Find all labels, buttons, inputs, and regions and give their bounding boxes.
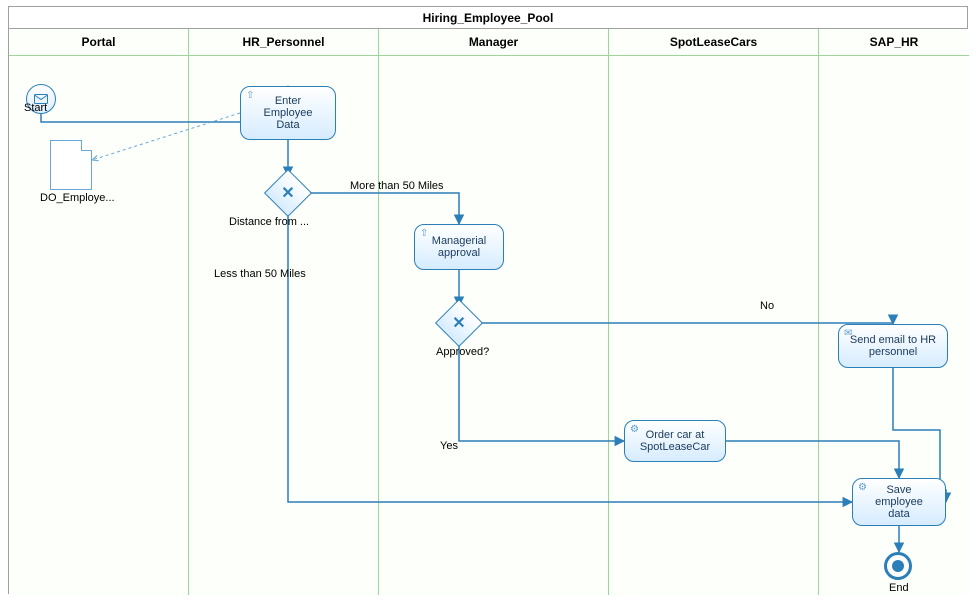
task-label: Save employee data bbox=[875, 484, 923, 520]
lane-header: SAP_HR bbox=[819, 29, 969, 56]
task-order_car: Order car at SpotLeaseCar⚙ bbox=[624, 420, 726, 462]
service-icon: ⚙ bbox=[858, 482, 867, 493]
task-enter_data: Enter Employee Data ⇧ bbox=[240, 86, 336, 140]
start-label: Start bbox=[24, 102, 47, 114]
gateway-label: Approved? bbox=[436, 346, 489, 358]
edge-label: More than 50 Miles bbox=[350, 180, 444, 192]
user-icon: ⇧ bbox=[246, 90, 254, 101]
pool: Hiring_Employee_Pool PortalHR_PersonnelM… bbox=[8, 6, 968, 594]
task-send_email: Send email to HR personnel✉ bbox=[838, 324, 948, 368]
task-save_data: Save employee data ⚙ bbox=[852, 478, 946, 526]
task-label: Order car at SpotLeaseCar bbox=[640, 429, 710, 453]
service-icon: ⚙ bbox=[630, 424, 639, 435]
end-event bbox=[884, 552, 912, 580]
lane-header: Manager bbox=[379, 29, 608, 56]
task-label: Managerial approval bbox=[432, 235, 486, 259]
pool-title: Hiring_Employee_Pool bbox=[9, 7, 967, 29]
gateway-label: Distance from ... bbox=[229, 216, 309, 228]
edge-label: Yes bbox=[440, 440, 458, 452]
edge-label: No bbox=[760, 300, 774, 312]
lane-header: Portal bbox=[9, 29, 188, 56]
lane-header: SpotLeaseCars bbox=[609, 29, 818, 56]
lane-manager: Manager bbox=[379, 29, 609, 595]
data-object bbox=[50, 140, 92, 190]
message-icon: ✉ bbox=[844, 328, 852, 339]
edge-label: Less than 50 Miles bbox=[214, 268, 306, 280]
data-object-label: DO_Employe... bbox=[40, 192, 115, 204]
task-label: Send email to HR personnel bbox=[850, 334, 936, 358]
task-mgr_appr: Managerial approval ⇧ bbox=[414, 224, 504, 270]
task-label: Enter Employee Data bbox=[264, 95, 313, 131]
user-icon: ⇧ bbox=[420, 228, 428, 239]
end-label: End bbox=[889, 582, 909, 594]
lane-header: HR_Personnel bbox=[189, 29, 378, 56]
lane-spotleasecars: SpotLeaseCars bbox=[609, 29, 819, 595]
